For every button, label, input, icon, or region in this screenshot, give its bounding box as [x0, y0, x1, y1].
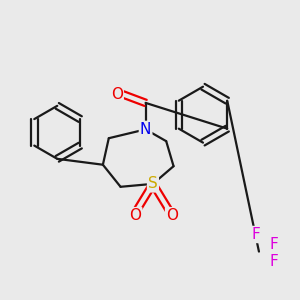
Text: F: F: [252, 227, 260, 242]
Text: O: O: [111, 87, 123, 102]
Text: F: F: [270, 254, 279, 269]
Text: O: O: [129, 208, 141, 223]
Text: N: N: [140, 122, 151, 137]
Text: F: F: [270, 237, 279, 252]
Text: S: S: [148, 176, 158, 191]
Text: O: O: [166, 208, 178, 223]
